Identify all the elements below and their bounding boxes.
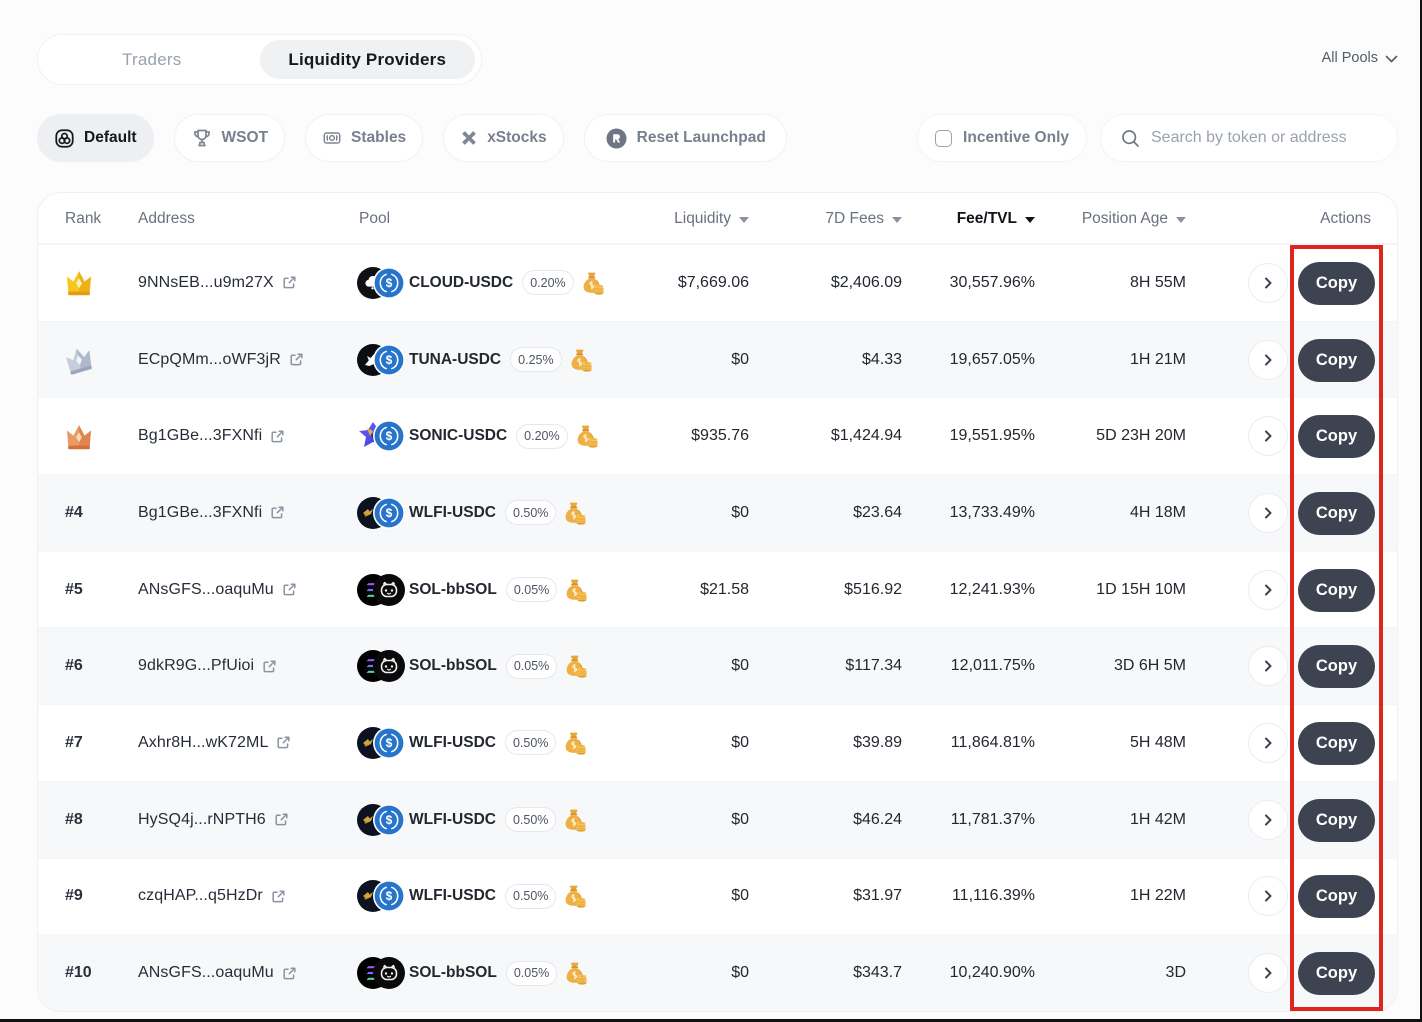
svg-text:$: $ — [386, 890, 393, 904]
svg-text:$: $ — [386, 353, 393, 367]
svg-text:$: $ — [386, 813, 393, 827]
svg-text:$: $ — [386, 506, 393, 520]
svg-text:$: $ — [386, 276, 393, 290]
svg-text:$: $ — [386, 736, 393, 750]
svg-text:$: $ — [386, 429, 393, 443]
